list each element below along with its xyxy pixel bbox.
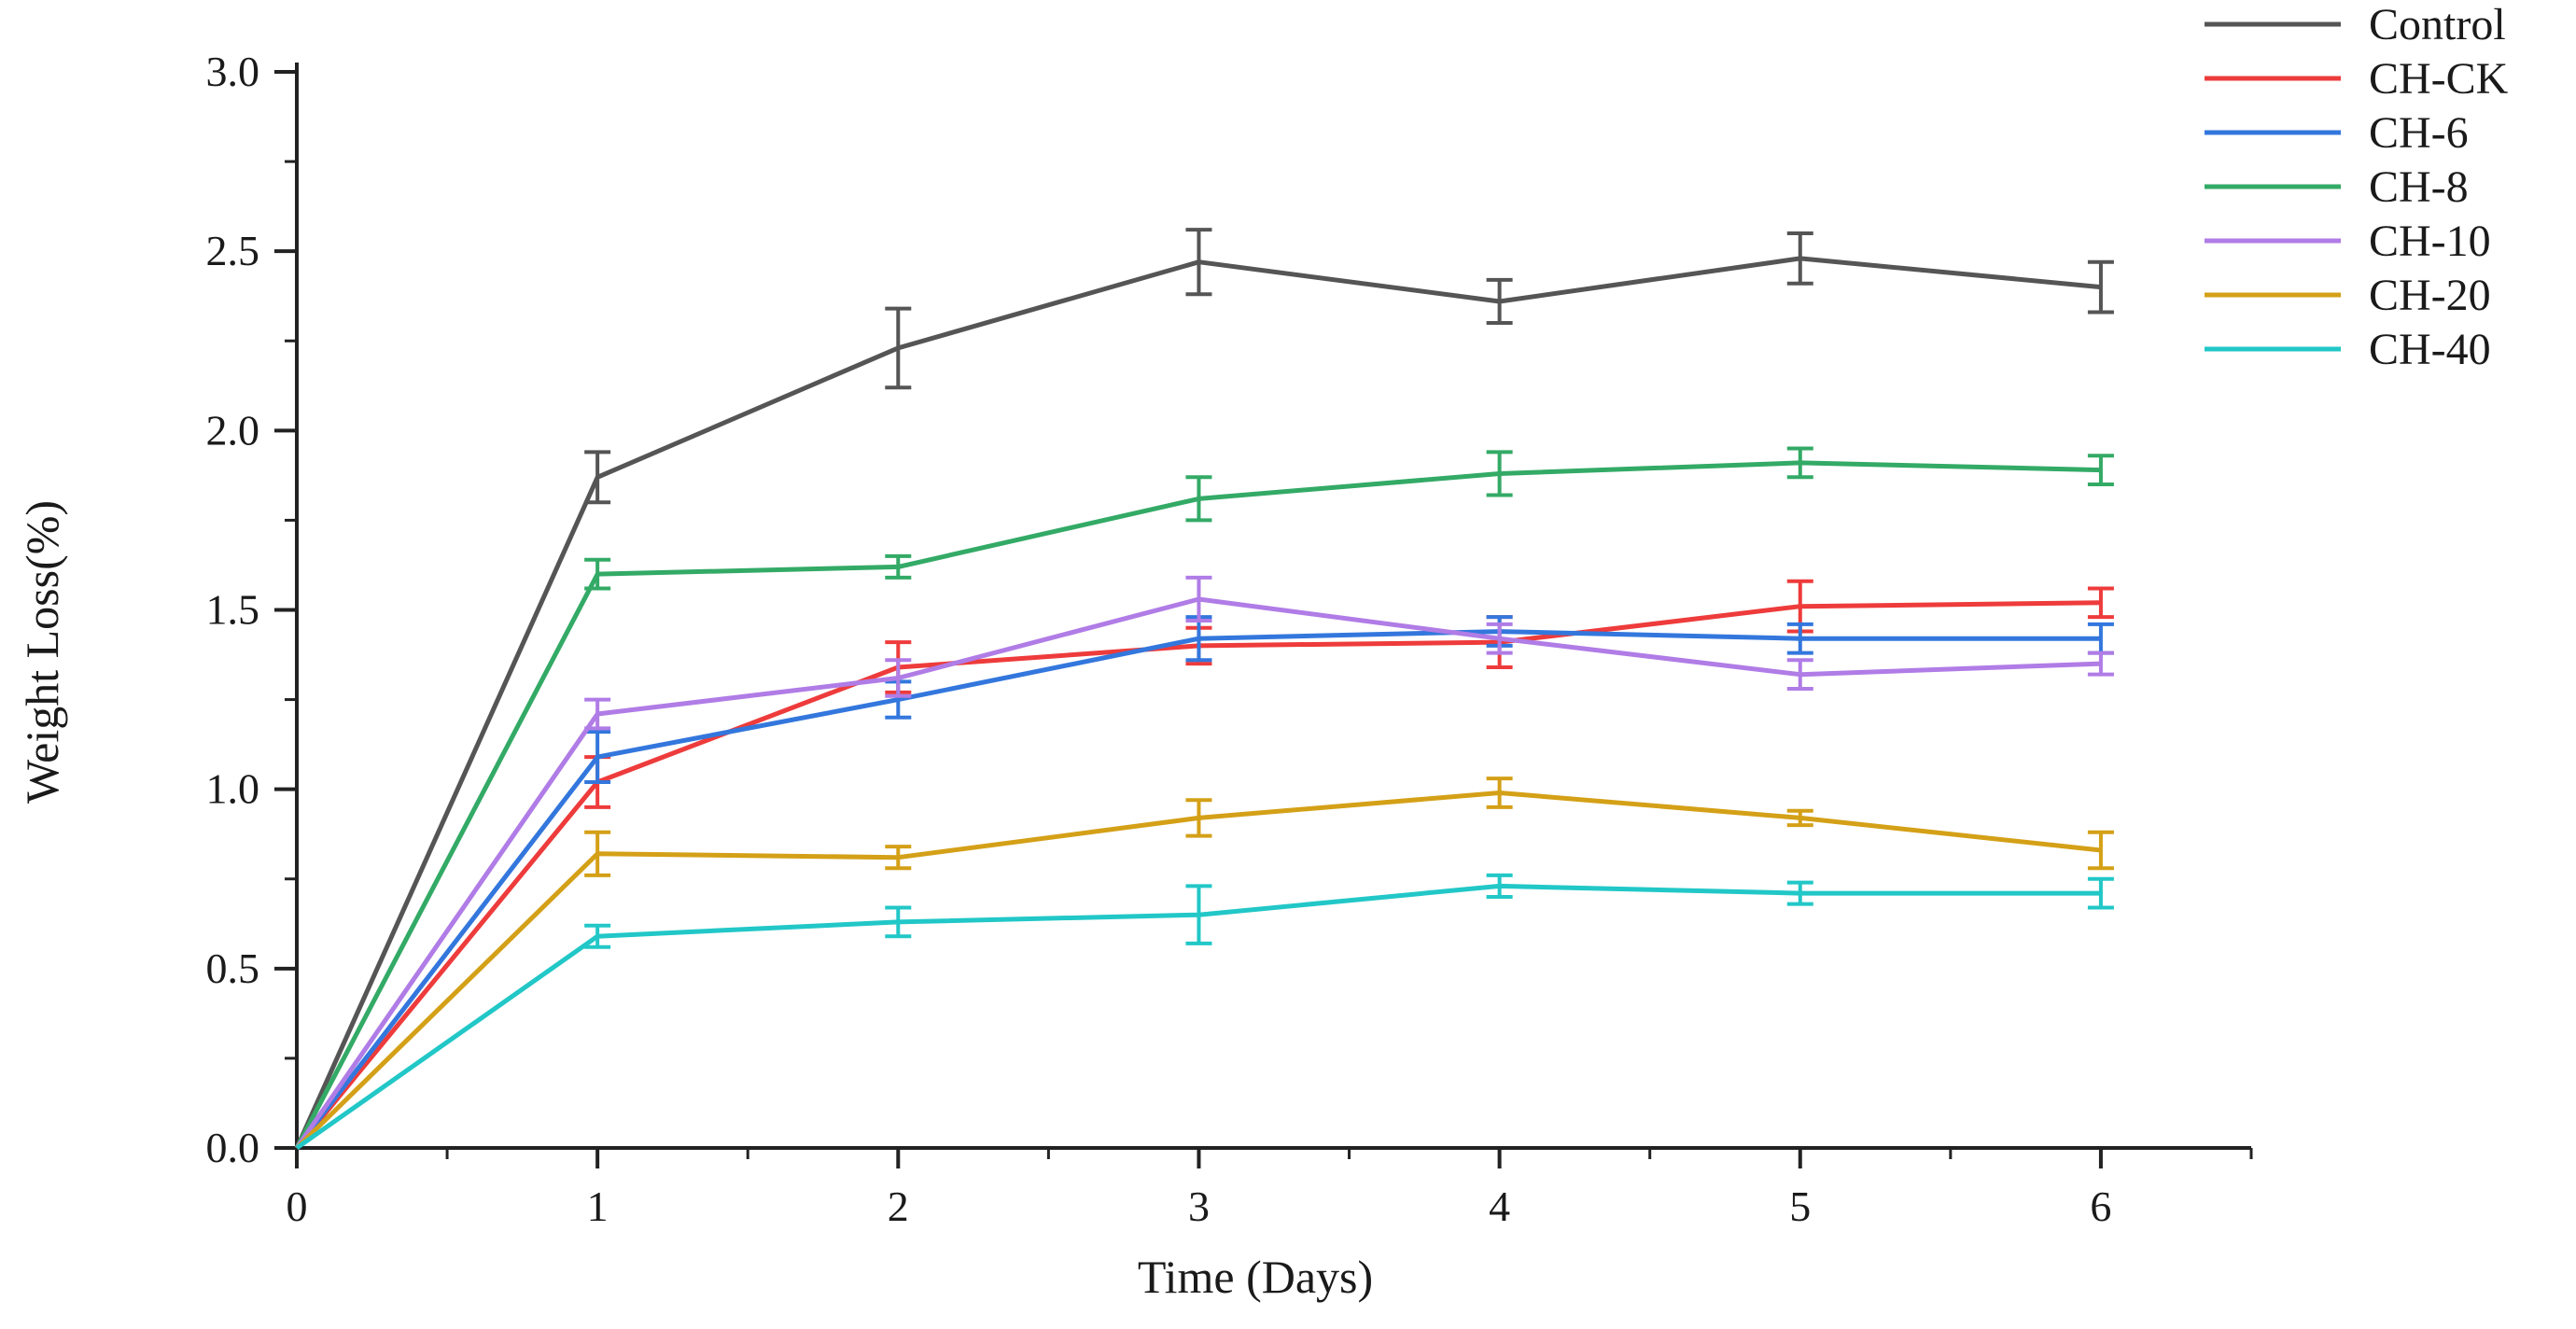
y-tick-label: 1.0 — [206, 765, 260, 813]
series-lines — [294, 228, 2114, 1151]
y-tick-label: 2.5 — [206, 227, 260, 274]
x-tick-label: 2 — [888, 1182, 909, 1230]
legend-label-ch-20: CH-20 — [2369, 271, 2491, 320]
legend-label-ch-ck: CH-CK — [2369, 54, 2509, 104]
x-tick-label: 0 — [287, 1182, 308, 1230]
legend-label-ch-6: CH-6 — [2369, 108, 2469, 158]
axes: 0.0 0.5 1.0 1.5 2.0 2.5 3.0 0 1 2 3 4 5 6 — [206, 48, 2253, 1230]
legend-label-ch-8: CH-8 — [2369, 162, 2469, 212]
y-tick-label: 0.5 — [206, 944, 260, 992]
x-tick-label: 3 — [1188, 1182, 1210, 1230]
y-tick-label: 3.0 — [206, 48, 260, 95]
y-tick-label: 1.5 — [206, 586, 260, 634]
y-tick-label: 0.0 — [206, 1124, 260, 1171]
y-axis-title: Weight Loss(%) — [16, 500, 68, 804]
legend-label-control: Control — [2369, 0, 2506, 49]
x-tick-label: 6 — [2090, 1182, 2111, 1230]
series-line-ch-20 — [295, 790, 2102, 1150]
x-tick-label: 5 — [1789, 1182, 1811, 1230]
x-tick-label: 1 — [587, 1182, 609, 1230]
series-line-ch-ck — [295, 600, 2101, 1150]
x-tick-label: 4 — [1489, 1182, 1510, 1230]
legend-label-ch-10: CH-10 — [2369, 217, 2491, 266]
series-line-control — [294, 256, 2102, 1150]
x-axis-title: Time (Days) — [1138, 1251, 1373, 1303]
series-line-ch-10 — [294, 596, 2101, 1150]
legend-label-ch-40: CH-40 — [2369, 325, 2491, 374]
y-tick-label: 2.0 — [206, 406, 260, 454]
